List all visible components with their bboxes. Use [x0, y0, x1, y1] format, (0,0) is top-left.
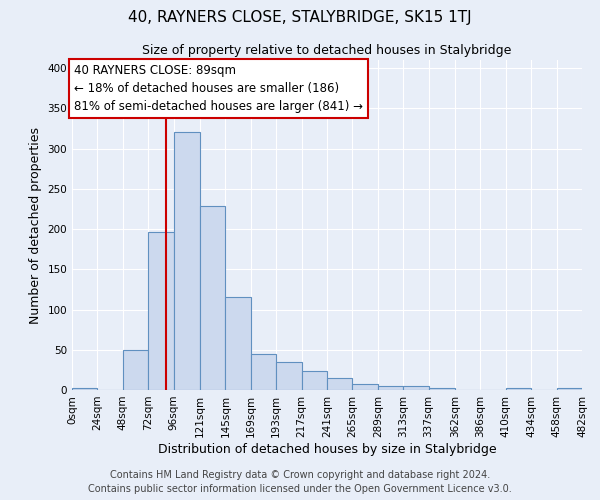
Bar: [226, 298, 251, 390]
Bar: [557, 388, 582, 390]
Bar: [123, 350, 148, 390]
Bar: [276, 362, 302, 390]
Bar: [428, 388, 455, 390]
Bar: [148, 232, 173, 390]
Bar: [352, 384, 378, 390]
Title: Size of property relative to detached houses in Stalybridge: Size of property relative to detached ho…: [142, 44, 512, 58]
Bar: [251, 354, 276, 390]
X-axis label: Distribution of detached houses by size in Stalybridge: Distribution of detached houses by size …: [158, 442, 496, 456]
Text: 40, RAYNERS CLOSE, STALYBRIDGE, SK15 1TJ: 40, RAYNERS CLOSE, STALYBRIDGE, SK15 1TJ: [128, 10, 472, 25]
Bar: [506, 388, 531, 390]
Bar: [302, 370, 327, 390]
Text: 40 RAYNERS CLOSE: 89sqm
← 18% of detached houses are smaller (186)
81% of semi-d: 40 RAYNERS CLOSE: 89sqm ← 18% of detache…: [74, 64, 363, 113]
Bar: [173, 132, 200, 390]
Y-axis label: Number of detached properties: Number of detached properties: [29, 126, 42, 324]
Text: Contains HM Land Registry data © Crown copyright and database right 2024.
Contai: Contains HM Land Registry data © Crown c…: [88, 470, 512, 494]
Bar: [403, 386, 428, 390]
Bar: [72, 388, 97, 390]
Bar: [378, 386, 403, 390]
Bar: [200, 206, 226, 390]
Bar: [327, 378, 352, 390]
